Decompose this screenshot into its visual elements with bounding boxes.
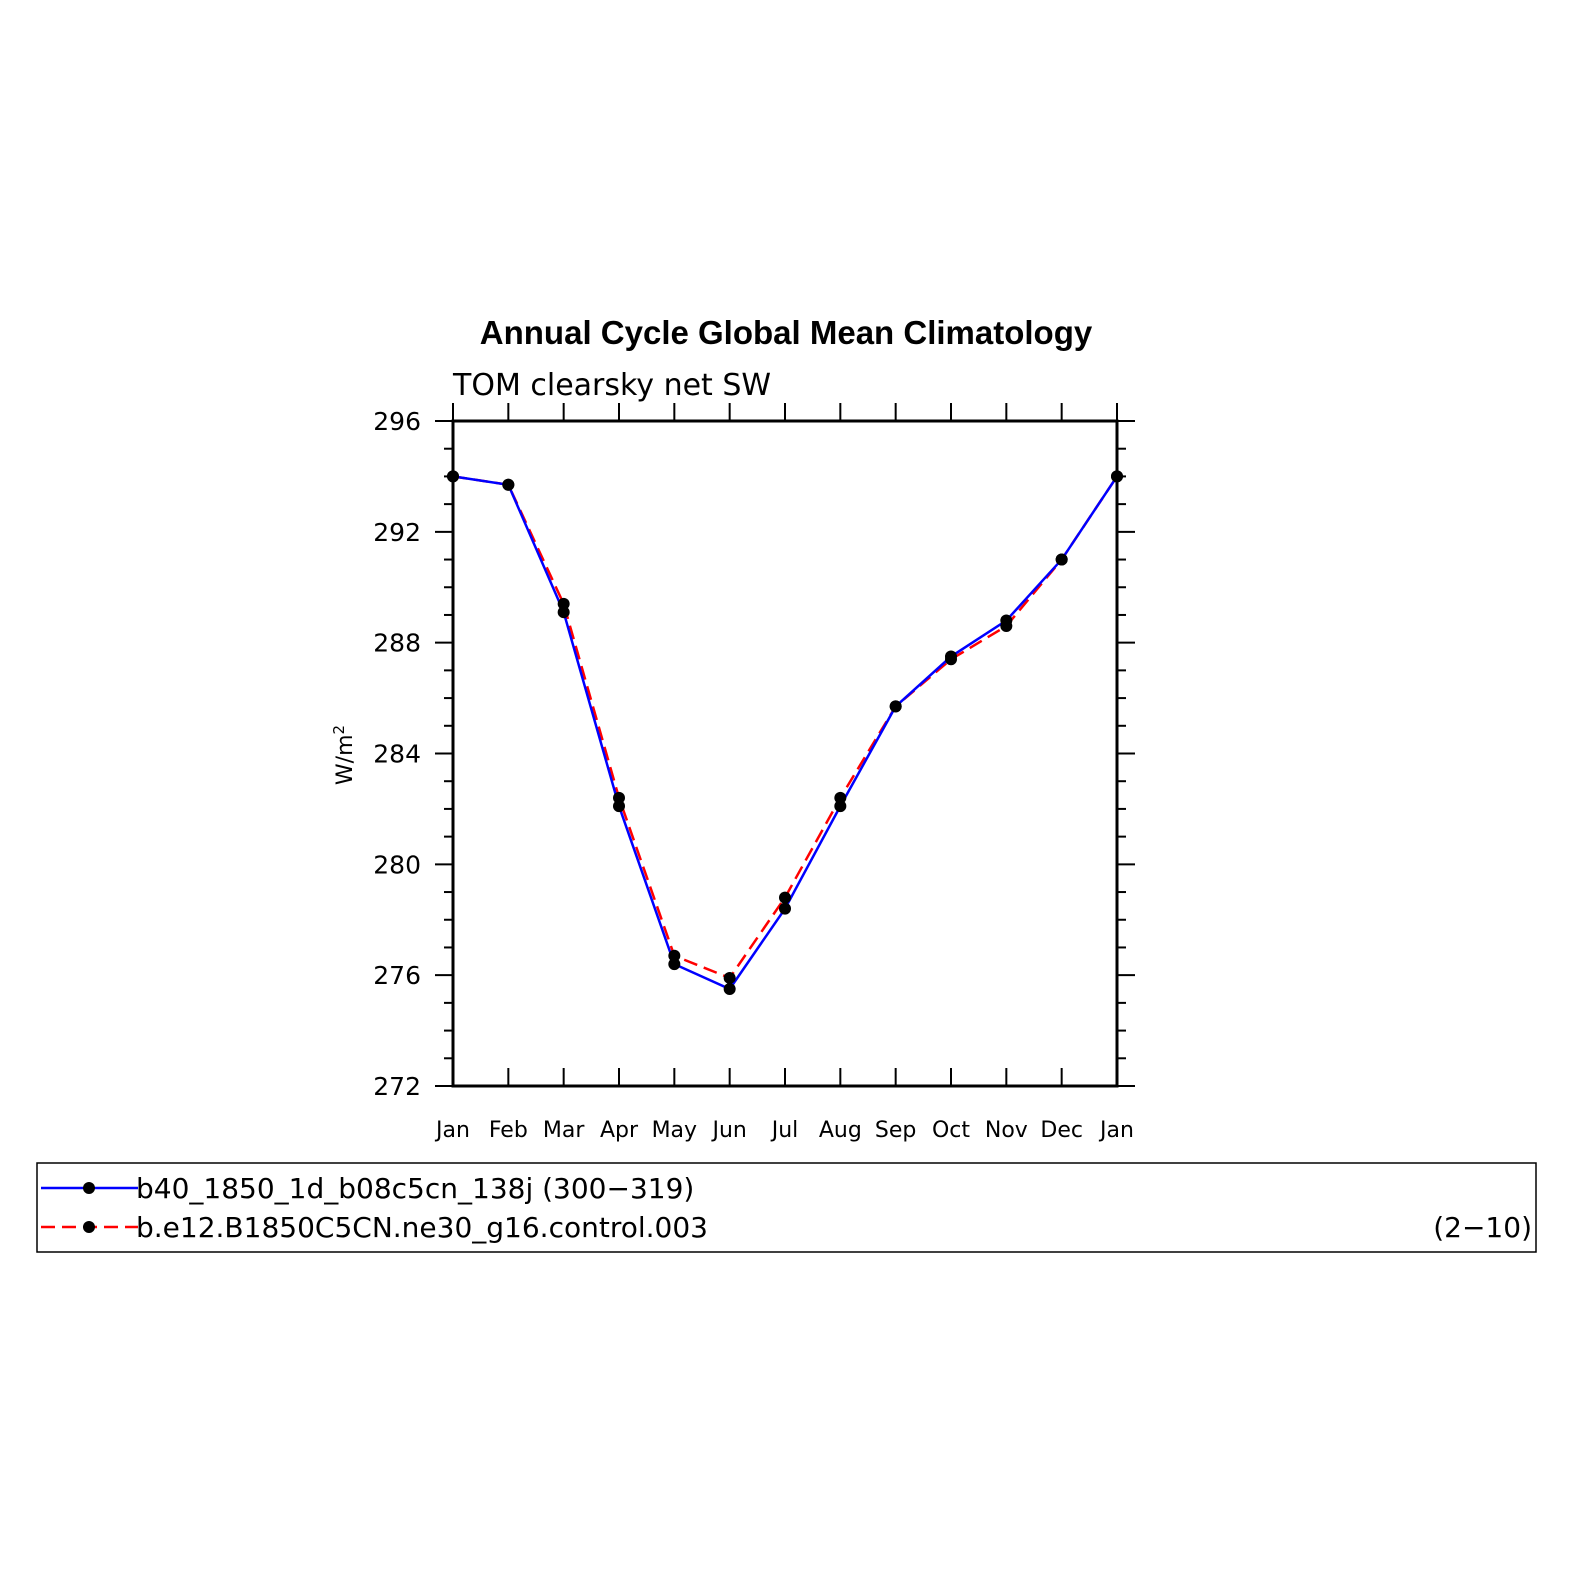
y-tick-label: 272 bbox=[373, 1072, 421, 1101]
y-axis-label: W/m2 bbox=[330, 725, 358, 785]
x-tick-label: Apr bbox=[600, 1118, 639, 1143]
series-1-point bbox=[668, 958, 681, 971]
chart-title: Annual Cycle Global Mean Climatology bbox=[480, 314, 1093, 351]
x-tick-label: May bbox=[652, 1118, 697, 1143]
series-2-point bbox=[1000, 620, 1013, 633]
x-tick-label: Sep bbox=[875, 1118, 916, 1143]
y-axis-label-text: W/m bbox=[333, 734, 358, 785]
x-tick-label: Jul bbox=[770, 1118, 799, 1143]
series-2-point bbox=[945, 653, 957, 666]
series-2-point bbox=[502, 478, 515, 491]
series-group bbox=[447, 470, 1123, 996]
x-tick-label: Jan bbox=[1098, 1118, 1134, 1143]
chart-subtitle: TOM clearsky net SW bbox=[452, 368, 771, 403]
x-tick-label: Nov bbox=[985, 1118, 1028, 1143]
x-tick-label: Jan bbox=[434, 1118, 470, 1143]
x-tick-label: Mar bbox=[543, 1118, 585, 1143]
legend-marker-series-1 bbox=[83, 1182, 95, 1194]
y-axis: 272 276 280 284 288 292 296 bbox=[373, 407, 1135, 1101]
legend-box bbox=[36, 1162, 1537, 1253]
x-tick-label: Aug bbox=[819, 1118, 862, 1143]
series-2-point bbox=[668, 949, 681, 962]
plot-frame bbox=[451, 419, 1119, 1088]
x-tick-label: Feb bbox=[489, 1118, 528, 1143]
series-1-point bbox=[613, 800, 625, 813]
series-1-point bbox=[557, 606, 570, 619]
series-2-point bbox=[723, 971, 736, 984]
series-1-point bbox=[779, 902, 791, 915]
x-axis: Jan Feb Mar Apr May Jun Jul Aug Sep Oct Nov Dec Jan bbox=[434, 403, 1134, 1143]
legend-marker-series-2 bbox=[83, 1221, 95, 1233]
series-2-point bbox=[613, 791, 625, 804]
series-2-point bbox=[557, 597, 570, 610]
plot-area bbox=[451, 419, 1119, 1088]
legend: b40_1850_1d_b08c5cn_138j (300−319) b.e12… bbox=[36, 1162, 1537, 1253]
x-tick-label: Dec bbox=[1040, 1118, 1083, 1143]
y-tick-label: 296 bbox=[373, 407, 421, 436]
y-tick-label: 292 bbox=[373, 518, 421, 547]
series-2-point bbox=[1111, 470, 1123, 483]
y-tick-label: 276 bbox=[373, 961, 421, 990]
legend-label-series-1: b40_1850_1d_b08c5cn_138j (300−319) bbox=[136, 1172, 694, 1205]
series-2-point bbox=[889, 700, 902, 713]
y-tick-label: 288 bbox=[373, 629, 421, 658]
series-1-point bbox=[834, 800, 847, 813]
series-2-point bbox=[1055, 553, 1068, 566]
series-1-point bbox=[723, 983, 736, 996]
legend-label-series-2: b.e12.B1850C5CN.ne30_g16.control.003 bbox=[136, 1211, 708, 1244]
y-tick-label: 280 bbox=[373, 850, 421, 879]
x-tick-label: Oct bbox=[932, 1118, 970, 1143]
y-axis-label-superscript: 2 bbox=[330, 725, 348, 735]
series-2-point bbox=[779, 891, 791, 904]
legend-label-series-2-suffix: (2−10) bbox=[1433, 1211, 1532, 1244]
y-tick-label: 284 bbox=[373, 740, 421, 769]
x-tick-label: Jun bbox=[710, 1118, 746, 1143]
series-2-point bbox=[834, 791, 847, 804]
series-2-point bbox=[447, 470, 459, 483]
